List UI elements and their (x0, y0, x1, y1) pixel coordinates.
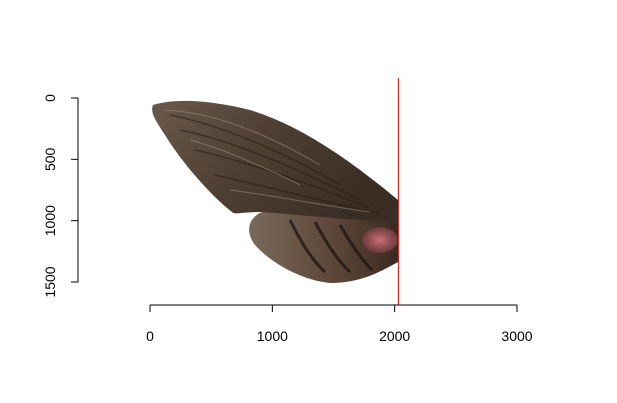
y-tick-label: 1500 (42, 266, 58, 297)
moth-wing-image (152, 100, 398, 283)
forewing-light-veins (164, 109, 371, 213)
x-tick-label: 0 (146, 328, 154, 344)
hindwing-stripes (288, 219, 374, 274)
hindwing-pink-patch (362, 227, 398, 253)
y-tick-label: 1000 (42, 205, 58, 236)
y-tick-label: 0 (42, 94, 58, 102)
x-axis: 0 1000 2000 3000 (146, 304, 533, 344)
x-tick-label: 3000 (501, 328, 532, 344)
x-tick-label: 2000 (379, 328, 410, 344)
x-tick-label: 1000 (257, 328, 288, 344)
hindwing-shape (249, 210, 398, 283)
y-axis: 0 500 1000 1500 (42, 94, 79, 298)
y-tick-label: 500 (42, 147, 58, 171)
